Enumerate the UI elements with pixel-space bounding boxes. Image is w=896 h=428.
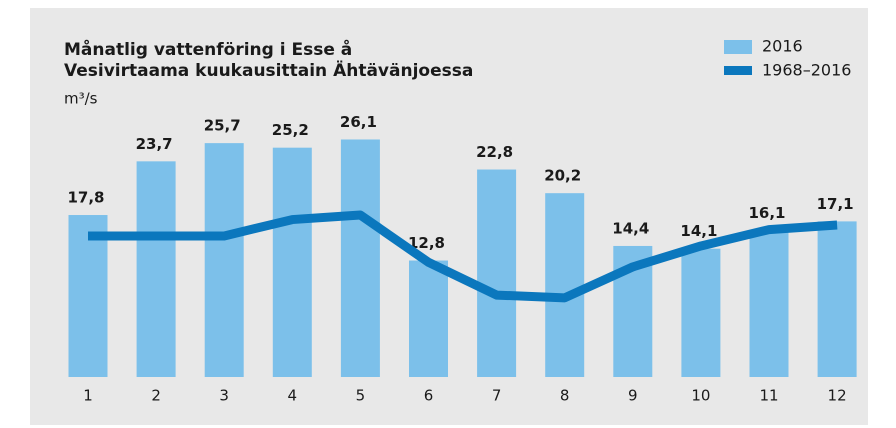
x-tick-label: 8 — [560, 387, 570, 405]
x-tick-label: 7 — [492, 387, 502, 405]
value-label: 23,7 — [136, 135, 173, 153]
x-tick-label: 5 — [356, 387, 366, 405]
value-label: 26,1 — [340, 113, 377, 131]
x-tick-label: 3 — [219, 387, 229, 405]
bar — [136, 161, 176, 377]
x-tick-label: 2 — [151, 387, 161, 405]
bar — [204, 143, 244, 377]
bar — [681, 248, 721, 377]
y-axis-label: m³/s — [64, 90, 98, 108]
bar — [409, 260, 448, 377]
bar — [272, 147, 312, 377]
legend-swatch — [724, 66, 752, 75]
value-label: 25,2 — [272, 121, 309, 139]
legend-label: 2016 — [762, 37, 803, 56]
bar — [68, 215, 108, 377]
value-label: 25,7 — [204, 117, 241, 135]
x-tick-label: 9 — [628, 387, 638, 405]
chart-title: Vesivirtaama kuukausittain Ähtävänjoessa — [64, 59, 473, 81]
line — [88, 210, 838, 303]
bar — [749, 230, 789, 377]
value-label: 14,1 — [680, 222, 717, 240]
x-tick-label: 4 — [288, 387, 298, 405]
bar — [545, 193, 585, 377]
chart-title: Månatlig vattenföring i Esse å — [64, 38, 352, 60]
value-label: 17,8 — [67, 189, 104, 207]
legend-label: 1968–2016 — [762, 61, 851, 80]
legend-swatch — [724, 40, 752, 54]
x-tick-label: 12 — [828, 387, 847, 405]
bar — [817, 221, 857, 377]
value-label: 12,8 — [408, 234, 445, 252]
value-label: 20,2 — [544, 167, 581, 185]
x-tick-label: 6 — [424, 387, 434, 405]
bar — [477, 169, 517, 377]
x-tick-label: 11 — [759, 387, 778, 405]
value-label: 22,8 — [476, 143, 513, 161]
value-label: 17,1 — [817, 195, 854, 213]
value-label: 14,4 — [612, 219, 649, 237]
bar — [340, 139, 380, 377]
value-label: 16,1 — [748, 204, 785, 222]
x-tick-label: 10 — [691, 387, 710, 405]
x-tick-label: 1 — [83, 387, 93, 405]
